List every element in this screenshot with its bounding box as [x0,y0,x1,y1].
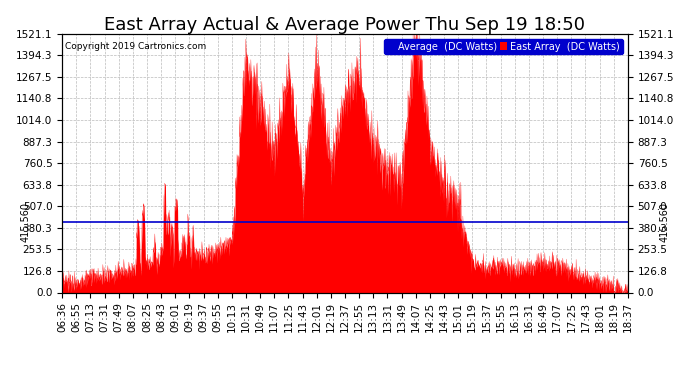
Legend: Average  (DC Watts), East Array  (DC Watts): Average (DC Watts), East Array (DC Watts… [384,39,623,54]
Text: Copyright 2019 Cartronics.com: Copyright 2019 Cartronics.com [65,42,206,51]
Title: East Array Actual & Average Power Thu Sep 19 18:50: East Array Actual & Average Power Thu Se… [104,16,586,34]
Text: 415.560: 415.560 [660,202,670,242]
Text: 415.560: 415.560 [20,202,30,242]
